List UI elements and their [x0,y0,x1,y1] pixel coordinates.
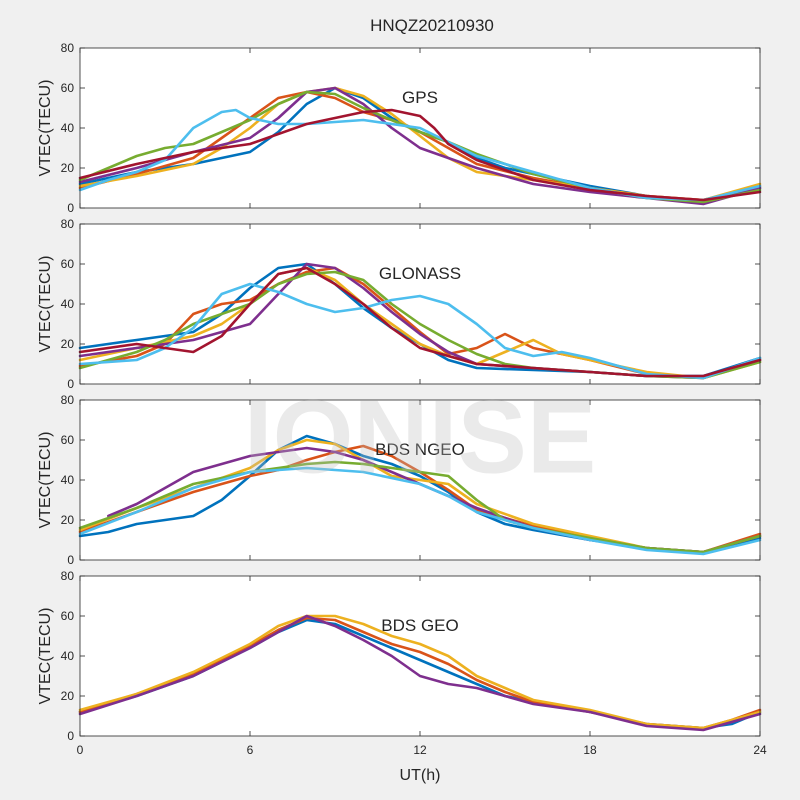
series-line-0-6 [78,108,762,202]
x-tick-label-3: 18 [583,743,597,757]
y-tick-label-0-0: 0 [67,201,74,215]
y-tick-label-0-2: 40 [61,121,75,135]
y-tick-label-2-1: 20 [61,513,75,527]
y-axis-label-1: VTEC(TECU) [37,256,54,353]
panel-label-0: GPS [402,88,438,107]
series-line-2-5 [78,466,762,556]
y-tick-label-1-3: 60 [61,257,75,271]
y-axis-label-2: VTEC(TECU) [37,432,54,529]
series-line-1-6 [78,266,762,378]
y-tick-label-1-2: 40 [61,297,75,311]
series-line-1-5 [78,282,762,380]
x-tick-label-1: 6 [247,743,254,757]
y-tick-label-0-1: 20 [61,161,75,175]
panel-label-3: BDS GEO [381,616,458,635]
series-line-1-2 [78,266,762,380]
y-tick-label-3-2: 40 [61,649,75,663]
figure-title: HNQZ20210930 [370,16,494,35]
y-tick-label-3-0: 0 [67,729,74,743]
panel-2: 0 20 40 60 80 BDS NGEO VTEC(TECU) [37,393,762,567]
panel-label-1: GLONASS [379,264,461,283]
watermark: IONISE [244,379,597,495]
y-tick-label-1-0: 0 [67,377,74,391]
y-tick-label-2-3: 60 [61,433,75,447]
y-axis-label-3: VTEC(TECU) [37,608,54,705]
x-tick-label-2: 12 [413,743,427,757]
panel-3: 0 20 40 60 80 0 6 12 18 24 BDS GEO VTEC(TECU) [37,569,767,757]
y-tick-label-3-4: 80 [61,569,75,583]
y-tick-label-2-2: 40 [61,473,75,487]
x-tick-label-0: 0 [77,743,84,757]
panel-label-2: BDS NGEO [375,440,465,459]
y-tick-label-0-4: 80 [61,41,75,55]
series-line-2-2 [78,438,762,554]
y-tick-label-2-4: 80 [61,393,75,407]
y-tick-label-2-0: 0 [67,553,74,567]
series-line-3-2 [78,614,762,730]
y-axis-label-0: VTEC(TECU) [37,80,54,177]
series-line-3-3 [78,614,762,732]
y-tick-label-3-1: 20 [61,689,75,703]
y-tick-label-3-3: 60 [61,609,75,623]
panel-1: 0 20 40 60 80 GLONASS VTEC(TECU) [37,217,762,391]
y-tick-label-1-1: 20 [61,337,75,351]
y-tick-label-1-4: 80 [61,217,75,231]
plot-area-1 [80,224,760,384]
panels: 020406080GPSVTEC(TECU)020406080GLONASSVT… [37,41,767,757]
plot-area-3 [80,576,760,736]
x-tick-label-4: 24 [753,743,767,757]
y-tick-label-0-3: 60 [61,81,75,95]
panel-0: 0 20 40 60 80 GPS VTEC(TECU) [37,41,762,215]
x-axis-label: UT(h) [400,767,441,784]
